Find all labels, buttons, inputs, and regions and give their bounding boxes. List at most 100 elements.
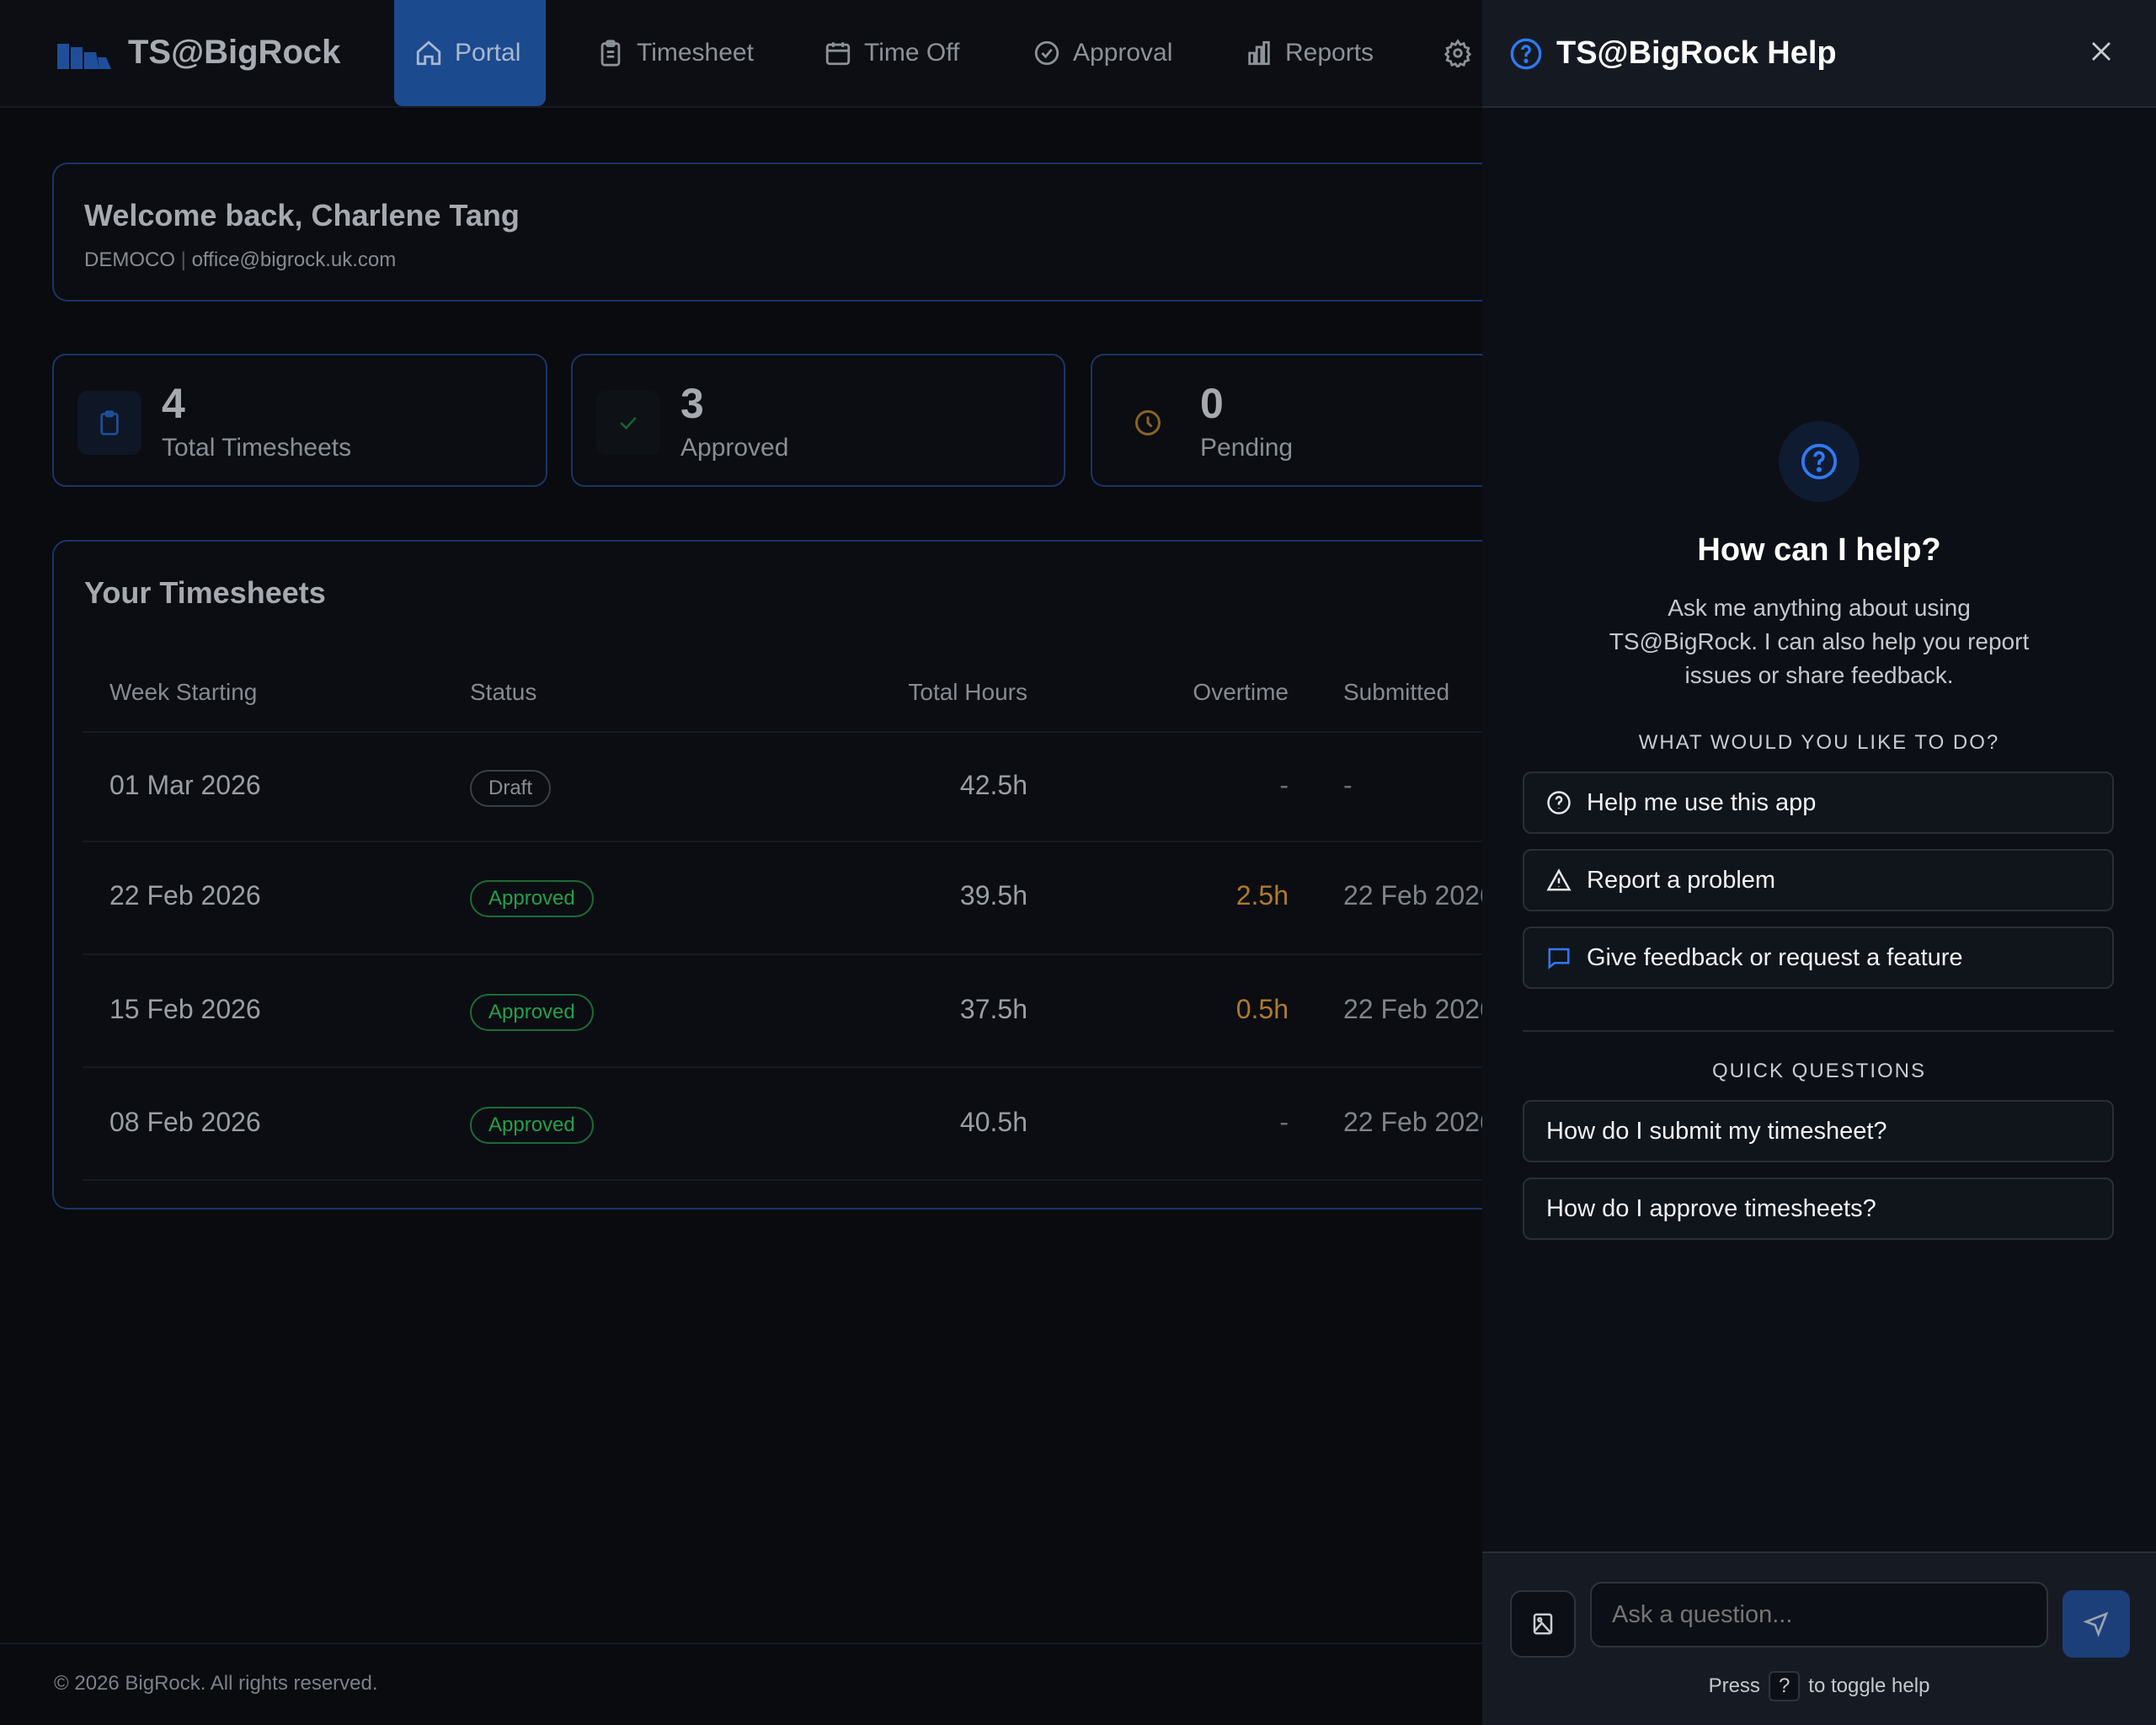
question-input[interactable] — [1590, 1582, 2048, 1648]
column-header[interactable]: Week Starting — [109, 679, 258, 705]
overtime-cell: 2.5h — [1235, 880, 1289, 911]
keyboard-key: ? — [1768, 1671, 1801, 1701]
send-button[interactable] — [2063, 1590, 2130, 1658]
row-divider — [83, 953, 1482, 955]
stat-label: Approved — [680, 434, 789, 462]
week-cell[interactable]: 15 Feb 2026 — [109, 994, 261, 1024]
help-input-bar: Press ? to toggle help — [1482, 1551, 2156, 1725]
quick-question-button[interactable]: How do I submit my timesheet? — [1523, 1100, 2114, 1162]
close-icon[interactable] — [2089, 39, 2114, 64]
clock-icon — [1116, 391, 1180, 455]
help-circle-icon — [1801, 443, 1838, 480]
quick-question-button[interactable]: How do I approve timesheets? — [1523, 1178, 2114, 1240]
help-avatar — [1779, 421, 1860, 502]
hours-cell: 40.5h — [959, 1107, 1027, 1137]
tab-label: Reports — [1285, 39, 1374, 67]
button-label: How do I approve timesheets? — [1546, 1194, 1876, 1222]
help-use-app-button[interactable]: Help me use this app — [1523, 772, 2114, 834]
column-header[interactable]: Overtime — [1193, 679, 1289, 705]
week-cell[interactable]: 22 Feb 2026 — [109, 880, 261, 911]
clipboard-icon — [77, 391, 141, 455]
button-label: Help me use this app — [1587, 788, 1817, 816]
overtime-cell: - — [1279, 770, 1289, 800]
tab-label: Approval — [1073, 39, 1173, 67]
actions-title: WHAT WOULD YOU LIKE TO DO? — [1638, 731, 2000, 754]
tab-time-off[interactable]: Time Off — [824, 0, 959, 106]
top-navbar: TS@BigRock Portal Timesheet Time Off App… — [0, 0, 1482, 108]
warning-icon — [1546, 868, 1572, 891]
help-title: TS@BigRock Help — [1556, 35, 1837, 71]
help-description: Ask me anything about using TS@BigRock. I… — [1482, 591, 2156, 692]
status-badge: Approved — [470, 1107, 594, 1144]
status-badge: Approved — [470, 994, 594, 1031]
bar-chart-icon — [1248, 40, 1270, 66]
user-email: office@bigrock.uk.com — [191, 248, 397, 271]
timesheets-title: Your Timesheets — [84, 575, 326, 610]
home-icon — [416, 40, 441, 66]
desc-line: Ask me anything about using — [1668, 595, 1971, 621]
overtime-cell: 0.5h — [1235, 994, 1289, 1024]
calendar-icon — [825, 42, 851, 66]
tab-portal[interactable]: Portal — [394, 0, 546, 106]
attach-image-button[interactable] — [1510, 1590, 1576, 1658]
app-title: TS@BigRock — [128, 34, 341, 71]
status-badge: Draft — [470, 770, 552, 807]
submitted-cell: - — [1343, 770, 1353, 800]
stat-pending: 0 Pending — [1091, 354, 1512, 487]
hint-text: to toggle help — [1808, 1674, 1930, 1697]
hours-cell: 42.5h — [959, 770, 1027, 800]
settings-button[interactable] — [1444, 0, 1472, 106]
row-divider — [83, 731, 1482, 733]
button-label: Give feedback or request a feature — [1587, 943, 1963, 971]
divider — [1523, 1030, 2114, 1032]
week-cell[interactable]: 08 Feb 2026 — [109, 1107, 261, 1137]
welcome-title: Welcome back, Charlene Tang — [84, 198, 520, 232]
hours-cell: 37.5h — [959, 994, 1027, 1024]
toggle-hint: Press ? to toggle help — [1482, 1671, 2156, 1701]
message-square-icon — [1548, 948, 1570, 969]
tab-timesheet[interactable]: Timesheet — [596, 0, 754, 106]
tab-label: Portal — [455, 39, 521, 67]
image-icon — [1533, 1613, 1553, 1635]
tab-label: Time Off — [864, 39, 960, 67]
stat-total-timesheets: 4 Total Timesheets — [52, 354, 547, 487]
help-heading: How can I help? — [1697, 532, 1941, 568]
footer-divider — [0, 1642, 1482, 1644]
button-label: How do I submit my timesheet? — [1546, 1117, 1887, 1145]
status-badge: Approved — [470, 880, 594, 917]
send-icon — [2083, 1611, 2109, 1637]
tab-approval[interactable]: Approval — [1033, 0, 1172, 106]
row-divider — [83, 1066, 1482, 1068]
column-header[interactable]: Total Hours — [908, 679, 1027, 705]
column-header[interactable]: Status — [470, 679, 537, 705]
report-problem-button[interactable]: Report a problem — [1523, 849, 2114, 911]
stat-value: 4 — [162, 380, 185, 427]
hint-text: Press — [1708, 1674, 1760, 1697]
submitted-cell: 22 Feb 2026 — [1343, 1107, 1482, 1137]
week-cell[interactable]: 01 Mar 2026 — [109, 770, 261, 800]
submitted-cell: 22 Feb 2026 — [1343, 880, 1482, 911]
help-circle-icon — [1510, 38, 1542, 70]
tab-label: Timesheet — [637, 39, 754, 67]
check-circle-icon — [1034, 40, 1059, 66]
logo-icon — [57, 40, 111, 73]
tab-reports[interactable]: Reports — [1245, 0, 1374, 106]
desc-line: issues or share feedback. — [1684, 662, 1954, 688]
help-panel: TS@BigRock Help How can I help? Ask me a… — [1482, 0, 2156, 1725]
button-label: Report a problem — [1587, 866, 1776, 894]
column-header[interactable]: Submitted — [1343, 679, 1450, 705]
quick-questions-title: QUICK QUESTIONS — [1711, 1060, 1927, 1082]
desc-line: TS@BigRock. I can also help you report — [1609, 628, 2030, 654]
company-name: DEMOCO — [84, 248, 175, 271]
submitted-cell: 22 Feb 2026 — [1343, 994, 1482, 1024]
help-circle-icon — [1547, 791, 1571, 814]
clipboard-icon — [600, 40, 621, 67]
help-header: TS@BigRock Help — [1482, 0, 2156, 108]
feedback-button[interactable]: Give feedback or request a feature — [1523, 927, 2114, 989]
stat-label: Pending — [1200, 434, 1294, 462]
gear-icon — [1444, 39, 1472, 67]
welcome-card: Welcome back, Charlene Tang DEMOCO | off… — [52, 163, 1482, 302]
stat-value: 3 — [680, 380, 704, 427]
row-divider — [83, 841, 1482, 842]
footer-copyright: © 2026 BigRock. All rights reserved. — [54, 1672, 378, 1695]
